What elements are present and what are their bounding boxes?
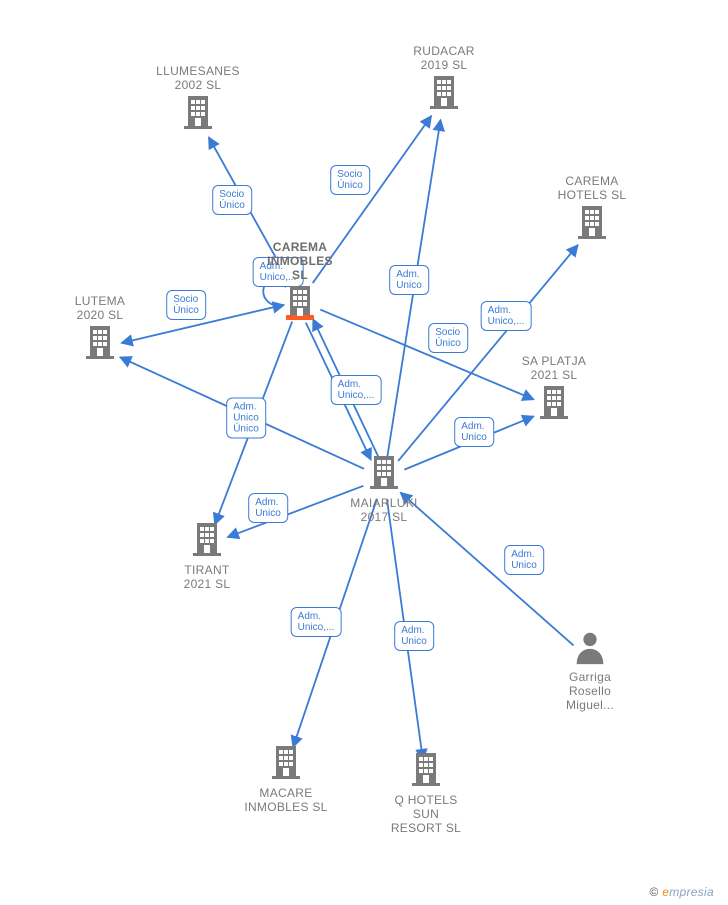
edge-label[interactable]: Socio Único xyxy=(212,185,252,215)
edge-label[interactable]: Adm. Unico,... xyxy=(481,301,532,331)
node-label: Q HOTELSSUNRESORT SL xyxy=(371,793,481,835)
network-node-lutema[interactable]: LUTEMA2020 SL xyxy=(45,294,155,366)
node-label: MACAREINMOBLES SL xyxy=(231,786,341,814)
network-node-caremahotels[interactable]: CAREMAHOTELS SL xyxy=(537,174,647,246)
copyright-footer: © empresia xyxy=(649,885,714,899)
building-icon xyxy=(406,749,446,789)
network-node-maiarluki[interactable]: MAIARLUKI2017 SL xyxy=(329,452,439,524)
node-label: LLUMESANES2002 SL xyxy=(143,64,253,92)
building-icon xyxy=(187,519,227,559)
node-label: CAREMAINMOBLESSL xyxy=(245,240,355,282)
network-node-saplatja[interactable]: SA PLATJA2021 SL xyxy=(499,354,609,426)
building-icon xyxy=(266,742,306,782)
network-node-qhotels[interactable]: Q HOTELSSUNRESORT SL xyxy=(371,749,481,835)
building-icon xyxy=(178,92,218,132)
edge-label[interactable]: Adm. Unico xyxy=(389,265,429,295)
building-icon xyxy=(534,382,574,422)
node-label: GarrigaRoselloMiguel... xyxy=(535,670,645,712)
edge-label[interactable]: Adm. Unico xyxy=(504,545,544,575)
brand-rest: mpresia xyxy=(669,885,714,899)
network-node-rudacar[interactable]: RUDACAR2019 SL xyxy=(389,44,499,116)
building-icon xyxy=(572,202,612,242)
edge-label[interactable]: Adm. Unico Único xyxy=(226,398,266,439)
node-label: LUTEMA2020 SL xyxy=(45,294,155,322)
edge-label[interactable]: Adm. Unico,... xyxy=(331,375,382,405)
node-label: TIRANT2021 SL xyxy=(152,563,262,591)
network-node-garriga[interactable]: GarrigaRoselloMiguel... xyxy=(535,628,645,712)
node-label: SA PLATJA2021 SL xyxy=(499,354,609,382)
copyright-symbol: © xyxy=(649,885,658,899)
person-icon xyxy=(571,628,609,666)
network-node-tirant[interactable]: TIRANT2021 SL xyxy=(152,519,262,591)
edge-label[interactable]: Socio Único xyxy=(330,165,370,195)
network-node-macare[interactable]: MACAREINMOBLES SL xyxy=(231,742,341,814)
building-icon xyxy=(424,72,464,112)
edge-label[interactable]: Socio Único xyxy=(428,323,468,353)
network-diagram: © empresia Socio Único Socio Único Socio Ú… xyxy=(0,0,728,905)
building-icon xyxy=(280,282,320,322)
edge-label[interactable]: Adm. Unico xyxy=(394,621,434,651)
edge-label[interactable]: Socio Único xyxy=(166,290,206,320)
network-node-carema[interactable]: CAREMAINMOBLESSL xyxy=(245,240,355,326)
node-label: RUDACAR2019 SL xyxy=(389,44,499,72)
edge-label[interactable]: Adm. Unico xyxy=(454,417,494,447)
edge-label[interactable]: Adm. Unico,... xyxy=(291,607,342,637)
node-label: MAIARLUKI2017 SL xyxy=(329,496,439,524)
network-node-llumesanes[interactable]: LLUMESANES2002 SL xyxy=(143,64,253,136)
building-icon xyxy=(80,322,120,362)
node-label: CAREMAHOTELS SL xyxy=(537,174,647,202)
building-icon xyxy=(364,452,404,492)
